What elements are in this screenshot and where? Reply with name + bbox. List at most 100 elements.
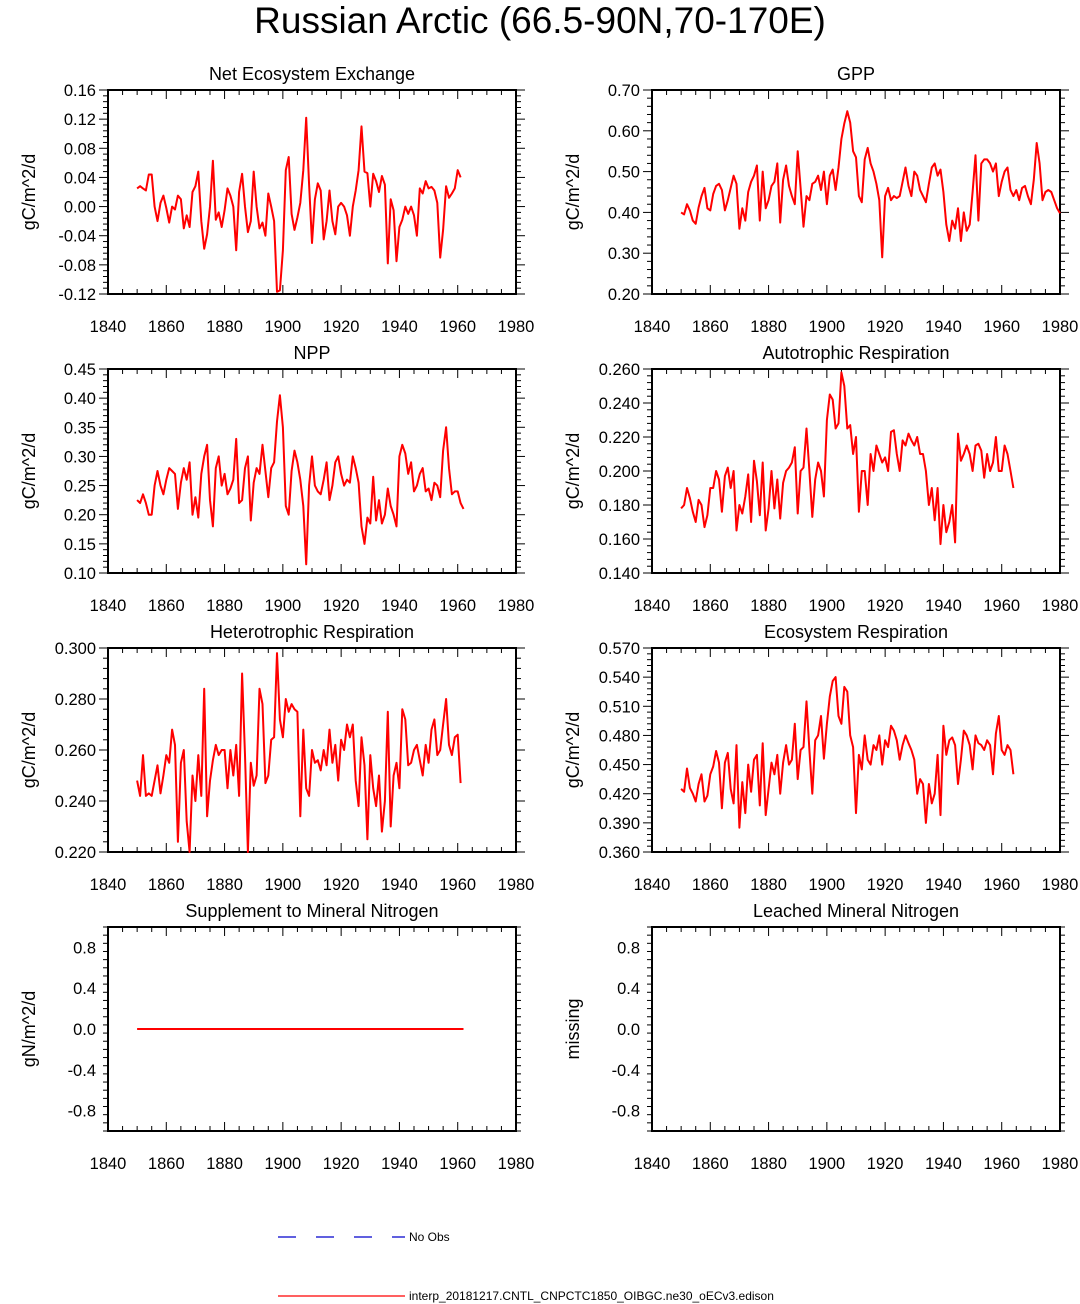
x-tick-label: 1860	[692, 1155, 729, 1173]
y-tick-label: 0.220	[55, 844, 96, 862]
x-tick-label: 1860	[148, 318, 185, 336]
y-tick-label: 0.50	[608, 164, 640, 182]
x-tick-label: 1920	[867, 318, 904, 336]
y-tick-label: -0.04	[58, 228, 96, 246]
panel-title-net-ecosystem-exchange: Net Ecosystem Exchange	[209, 64, 415, 84]
panel-title-ecosystem-respiration: Ecosystem Respiration	[764, 622, 948, 642]
panel-autotrophic-respiration: Autotrophic Respiration gC/m^2/d 1840 1860 1…	[563, 343, 1078, 615]
x-tick-label: 1960	[983, 318, 1020, 336]
y-axis-label-gpp: gC/m^2/d	[563, 154, 583, 230]
plot-frame-ecosystem-respiration	[651, 647, 1061, 853]
y-tick-label: 0.570	[599, 640, 640, 658]
y-axis-label-npp: gC/m^2/d	[19, 433, 39, 509]
x-tick-label: 1960	[439, 1155, 476, 1173]
y-tick-label: 0.04	[64, 169, 96, 187]
plot-frame-leached-mineral-nitrogen	[651, 926, 1061, 1132]
y-tick-label: 0.4	[73, 980, 96, 998]
x-tick-label: 1900	[808, 318, 845, 336]
y-tick-label: 0.12	[64, 111, 96, 129]
y-tick-label: 0.20	[64, 507, 96, 525]
x-tick-label: 1920	[323, 597, 360, 615]
y-tick-label: 0.40	[64, 390, 96, 408]
x-tick-label: 1920	[867, 1155, 904, 1173]
x-tick-label: 1900	[808, 597, 845, 615]
y-tick-label: 0.30	[64, 448, 96, 466]
y-tick-label: 0.20	[608, 286, 640, 304]
x-tick-label: 1840	[634, 318, 671, 336]
x-tick-label: 1880	[750, 318, 787, 336]
panel-gpp: GPP gC/m^2/d 1840 1860 1880 1900 1920 1940 1960 1…	[563, 64, 1078, 336]
y-tick-label: 0.160	[599, 531, 640, 549]
x-tick-label: 1900	[808, 876, 845, 894]
y-tick-label: 0.40	[608, 204, 640, 222]
x-tick-label: 1840	[90, 1155, 127, 1173]
y-axis-label-heterotrophic-respiration: gC/m^2/d	[19, 712, 39, 788]
y-tick-label: 0.420	[599, 786, 640, 804]
panel-title-gpp: GPP	[837, 64, 875, 84]
panel-title-heterotrophic-respiration: Heterotrophic Respiration	[210, 622, 414, 642]
series-line-heterotrophic-respiration	[136, 652, 462, 853]
x-tick-label: 1880	[750, 597, 787, 615]
x-tick-label: 1840	[634, 1155, 671, 1173]
y-tick-label: 0.280	[55, 691, 96, 709]
panel-net-ecosystem-exchange: Net Ecosystem Exchange gC/m^2/d 1840 1860 18…	[19, 64, 534, 336]
x-tick-label: 1900	[808, 1155, 845, 1173]
plot-frame-net-ecosystem-exchange	[107, 89, 517, 295]
y-tick-label: 0.60	[608, 123, 640, 141]
x-tick-label: 1980	[498, 876, 535, 894]
x-tick-label: 1840	[634, 876, 671, 894]
x-tick-label: 1940	[381, 1155, 418, 1173]
y-tick-label: 0.4	[617, 980, 640, 998]
y-tick-label: 0.0	[617, 1021, 640, 1039]
y-tick-label: 0.360	[599, 844, 640, 862]
x-tick-label: 1980	[1042, 318, 1079, 336]
y-tick-label: 0.16	[64, 82, 96, 100]
y-tick-label: 0.8	[73, 939, 96, 957]
x-tick-label: 1840	[90, 597, 127, 615]
x-tick-label: 1840	[90, 876, 127, 894]
y-tick-label: 0.240	[599, 395, 640, 413]
y-tick-label: 0.30	[608, 245, 640, 263]
legend-label-no-obs: No Obs	[409, 1230, 450, 1244]
x-tick-label: 1960	[983, 1155, 1020, 1173]
y-tick-label: 0.25	[64, 478, 96, 496]
x-tick-label: 1940	[925, 876, 962, 894]
x-tick-label: 1860	[692, 597, 729, 615]
x-tick-label: 1900	[264, 876, 301, 894]
series-line-ecosystem-respiration	[680, 676, 1015, 829]
x-tick-label: 1880	[750, 1155, 787, 1173]
y-tick-label: -0.8	[68, 1103, 96, 1121]
x-tick-label: 1980	[498, 597, 535, 615]
x-tick-label: 1940	[381, 597, 418, 615]
legend-label-model: interp_20181217.CNTL_CNPCTC1850_OIBGC.ne…	[409, 1289, 774, 1303]
x-tick-label: 1880	[206, 1155, 243, 1173]
y-axis-label-supplement-to-mineral-nitrogen: gN/m^2/d	[19, 991, 39, 1067]
series-line-npp	[136, 394, 465, 566]
y-tick-label: 0.08	[64, 140, 96, 158]
series-line-net-ecosystem-exchange	[136, 116, 462, 293]
x-tick-label: 1920	[867, 597, 904, 615]
x-tick-label: 1980	[498, 318, 535, 336]
y-tick-label: 0.540	[599, 669, 640, 687]
x-tick-label: 1920	[867, 876, 904, 894]
panel-npp: NPP gC/m^2/d 1840 1860 1880 1900 1920 1940 1960 1…	[19, 343, 534, 615]
x-tick-label: 1860	[148, 597, 185, 615]
x-tick-label: 1940	[925, 318, 962, 336]
y-tick-label: 0.15	[64, 536, 96, 554]
x-tick-label: 1940	[381, 876, 418, 894]
x-tick-label: 1880	[750, 876, 787, 894]
y-tick-label: 0.450	[599, 757, 640, 775]
x-tick-label: 1960	[983, 597, 1020, 615]
y-tick-label: 0.0	[73, 1021, 96, 1039]
x-tick-label: 1960	[983, 876, 1020, 894]
y-tick-label: 0.260	[599, 361, 640, 379]
y-tick-label: 0.220	[599, 429, 640, 447]
y-tick-label: 0.140	[599, 565, 640, 583]
panel-leached-mineral-nitrogen: Leached Mineral Nitrogen missing 1840 1860 1…	[563, 901, 1078, 1173]
y-axis-label-autotrophic-respiration: gC/m^2/d	[563, 433, 583, 509]
y-tick-label: 0.240	[55, 793, 96, 811]
x-tick-label: 1860	[148, 876, 185, 894]
y-tick-label: 0.10	[64, 565, 96, 583]
x-tick-label: 1860	[148, 1155, 185, 1173]
